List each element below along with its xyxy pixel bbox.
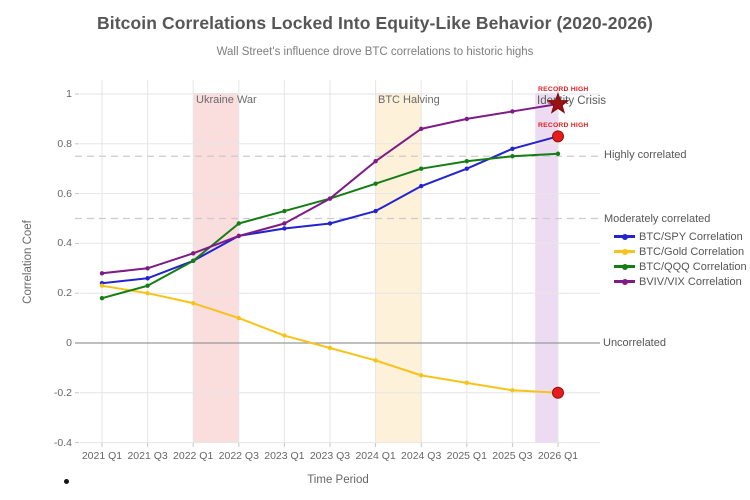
uncorrelated-label: Uncorrelated <box>603 337 666 349</box>
y-tick-label: 0.4 <box>57 237 72 250</box>
legend-swatch <box>614 248 635 255</box>
chart-title: Bitcoin Correlations Locked Into Equity-… <box>97 13 653 33</box>
highly-correlated-label: Highly correlated <box>604 149 687 161</box>
record-high-star-marker <box>546 92 570 114</box>
record-high-annotation-vix: RECORD HIGH <box>538 86 589 93</box>
legend-swatch <box>614 278 635 285</box>
series-bviv-vix-correlation <box>99 101 561 276</box>
x-tick-label: 2024 Q3 <box>401 450 442 462</box>
legend-label: BTC/Gold Correlation <box>639 245 745 258</box>
moderately-correlated-label: Moderately correlated <box>604 213 711 225</box>
y-tick-label: -0.2 <box>53 386 72 399</box>
stray-bullet-dot <box>64 479 69 484</box>
y-tick-label: 0.8 <box>57 137 72 150</box>
ukraine-war-band-label: Ukraine War <box>196 94 257 106</box>
legend-item-btc-spy-correlation: BTC/SPY Correlation <box>614 229 747 244</box>
legend-label: BTC/SPY Correlation <box>639 230 743 243</box>
y-tick-label: 0.2 <box>57 287 72 300</box>
highlight-bands <box>193 93 558 443</box>
record-circle-marker-btc-spy-correlation <box>552 130 564 143</box>
chart-subtitle: Wall Street's influence drove BTC correl… <box>216 46 534 58</box>
legend-swatch <box>614 233 635 240</box>
legend-item-btc-qqq-correlation: BTC/QQQ Correlation <box>614 259 747 274</box>
x-tick-label: 2025 Q3 <box>492 450 533 462</box>
y-tick-label: 0.6 <box>57 187 72 200</box>
legend-item-btc-gold-correlation: BTC/Gold Correlation <box>614 244 747 259</box>
x-tick-label: 2023 Q3 <box>309 450 351 462</box>
record-circle-marker-btc-gold-correlation <box>552 386 564 399</box>
btc-halving-band-label: BTC Halving <box>378 94 440 106</box>
band-btc-halving <box>375 93 422 443</box>
x-tick-label: 2022 Q1 <box>173 450 214 462</box>
legend-item-bviv-vix-correlation: BVIV/VIX Correlation <box>614 274 747 289</box>
y-tick-label: 0 <box>66 337 72 349</box>
record-high-annotation-spy: RECORD HIGH <box>538 122 589 129</box>
gridlines <box>75 80 600 447</box>
x-axis-label: Time Period <box>307 474 369 486</box>
x-tick-label: 2023 Q1 <box>264 450 305 462</box>
x-tick-label: 2022 Q3 <box>218 450 259 462</box>
band-ukraine-war <box>193 93 239 443</box>
legend-label: BTC/QQQ Correlation <box>639 260 747 273</box>
series-lines <box>99 101 561 395</box>
x-tick-label: 2025 Q1 <box>446 450 487 462</box>
y-tick-label: 1 <box>66 88 72 100</box>
x-tick-label: 2024 Q1 <box>355 450 396 462</box>
x-tick-label: 2021 Q1 <box>81 450 123 462</box>
band-identity-crisis <box>535 93 558 443</box>
legend-swatch <box>614 263 635 270</box>
y-tick-label: -0.4 <box>53 436 72 449</box>
legend: BTC/SPY Correlation BTC/Gold Correlation B… <box>614 229 747 289</box>
x-tick-label: 2026 Q1 <box>537 450 579 462</box>
legend-label: BVIV/VIX Correlation <box>639 275 742 288</box>
x-tick-label: 2021 Q3 <box>127 450 168 462</box>
